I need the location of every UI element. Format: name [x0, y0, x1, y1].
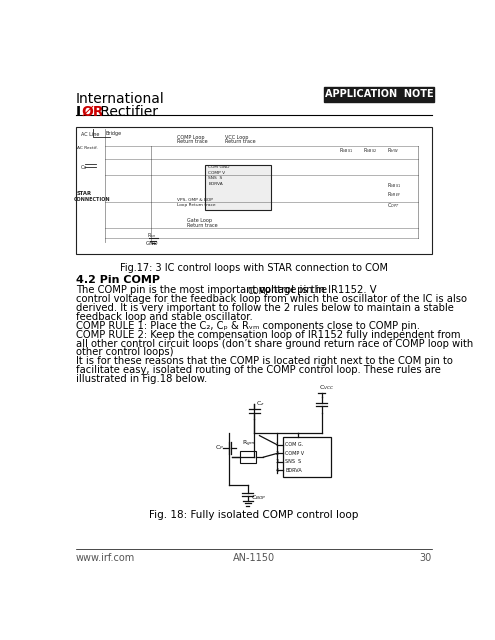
Text: SNS  S: SNS S	[208, 176, 223, 180]
Text: SNS  S: SNS S	[285, 460, 301, 464]
Text: R$_{sn}$: R$_{sn}$	[147, 231, 156, 240]
Text: R$_{VBS1}$: R$_{VBS1}$	[388, 180, 401, 189]
Bar	[283, 437, 331, 477]
Text: ØR: ØR	[81, 104, 104, 118]
Text: illustrated in Fig.18 below.: illustrated in Fig.18 below.	[76, 374, 207, 384]
Text: Loop Return trace: Loop Return trace	[177, 203, 215, 207]
Text: COMP: COMP	[247, 287, 270, 296]
Text: International: International	[76, 92, 164, 106]
Text: COM G.: COM G.	[285, 442, 303, 447]
Text: Return trace: Return trace	[188, 223, 218, 228]
Text: STAR: STAR	[77, 191, 92, 196]
Text: The COMP pin is the most important control pin in IR1152. V: The COMP pin is the most important contr…	[76, 285, 377, 296]
Bar	[240, 451, 255, 463]
Text: C$_P$: C$_P$	[215, 444, 224, 452]
Text: C$_{OPT}$: C$_{OPT}$	[388, 202, 400, 211]
Text: APPLICATION  NOTE: APPLICATION NOTE	[325, 89, 433, 99]
Text: R$_{gm}$: R$_{gm}$	[243, 439, 255, 449]
Text: VPS, GMP & BOP: VPS, GMP & BOP	[177, 198, 212, 202]
Text: Fig. 18: Fully isolated COMP control loop: Fig. 18: Fully isolated COMP control loo…	[149, 509, 359, 520]
Text: C$_B$: C$_B$	[81, 163, 88, 172]
Text: R$_{VREF}$: R$_{VREF}$	[388, 190, 401, 199]
Text: COMP RULE 1: Place the C₂, Cₚ & Rᵥₘ components close to COMP pin.: COMP RULE 1: Place the C₂, Cₚ & Rᵥₘ comp…	[76, 321, 420, 331]
Text: Gate Loop: Gate Loop	[188, 218, 212, 223]
Text: COMP V: COMP V	[208, 171, 226, 175]
Text: 3: 3	[276, 460, 279, 464]
Text: voltage is the: voltage is the	[256, 285, 327, 296]
Text: I: I	[76, 104, 81, 118]
Text: VCC Loop: VCC Loop	[225, 134, 248, 140]
Text: COMP V: COMP V	[285, 451, 304, 456]
Text: AC Line: AC Line	[81, 132, 99, 137]
Text: 4: 4	[276, 468, 279, 473]
Text: COMP RULE 2: Keep the compensation loop of IR1152 fully independent from: COMP RULE 2: Keep the compensation loop …	[76, 330, 460, 340]
Text: other control loops): other control loops)	[76, 348, 173, 358]
Text: CONNECTION: CONNECTION	[73, 197, 110, 202]
Text: R$_{VBS2}$: R$_{VBS2}$	[362, 146, 377, 155]
Text: Fig.17: 3 IC control loops with STAR connection to COM: Fig.17: 3 IC control loops with STAR con…	[120, 263, 388, 273]
Text: www.irf.com: www.irf.com	[76, 553, 135, 563]
Bar	[205, 165, 271, 210]
Text: facilitate easy, isolated routing of the COMP control loop. These rules are: facilitate easy, isolated routing of the…	[76, 365, 441, 375]
Text: feedback loop and stable oscillator.: feedback loop and stable oscillator.	[76, 312, 252, 322]
Text: derived. It is very important to follow the 2 rules below to maintain a stable: derived. It is very important to follow …	[76, 303, 454, 313]
Text: all other control circuit loops (don’t share ground return race of COMP loop wit: all other control circuit loops (don’t s…	[76, 339, 473, 349]
Text: C$_{VCC}$: C$_{VCC}$	[319, 383, 335, 392]
Text: Return trace: Return trace	[225, 139, 255, 144]
Text: R$_{HIN}$: R$_{HIN}$	[388, 146, 399, 155]
Text: It is for these reasons that the COMP is located right next to the COM pin to: It is for these reasons that the COMP is…	[76, 356, 453, 366]
Text: GND: GND	[146, 241, 158, 246]
Text: BDRVA: BDRVA	[208, 182, 223, 186]
Text: 4.2 Pin COMP: 4.2 Pin COMP	[76, 275, 160, 285]
Bar	[324, 87, 434, 102]
Text: BDRVA: BDRVA	[285, 468, 302, 473]
Text: C$_{BOP}$: C$_{BOP}$	[251, 493, 266, 502]
Text: COMP Loop: COMP Loop	[177, 134, 204, 140]
Text: AC Rectif.: AC Rectif.	[77, 146, 98, 150]
Text: 30: 30	[419, 553, 432, 563]
Text: Bridge: Bridge	[105, 131, 121, 136]
Text: 2: 2	[276, 451, 279, 456]
Text: R$_{VBS1}$: R$_{VBS1}$	[340, 146, 353, 155]
Text: AN-1150: AN-1150	[233, 553, 275, 563]
Bar	[76, 127, 432, 254]
Text: Rectifier: Rectifier	[96, 104, 158, 118]
Text: C$_z$: C$_z$	[255, 399, 264, 408]
Text: 1: 1	[276, 442, 279, 447]
Text: control voltage for the feedback loop from which the oscillator of the IC is als: control voltage for the feedback loop fr…	[76, 294, 467, 305]
Text: COM GND: COM GND	[208, 165, 230, 170]
Text: Return trace: Return trace	[177, 139, 207, 144]
